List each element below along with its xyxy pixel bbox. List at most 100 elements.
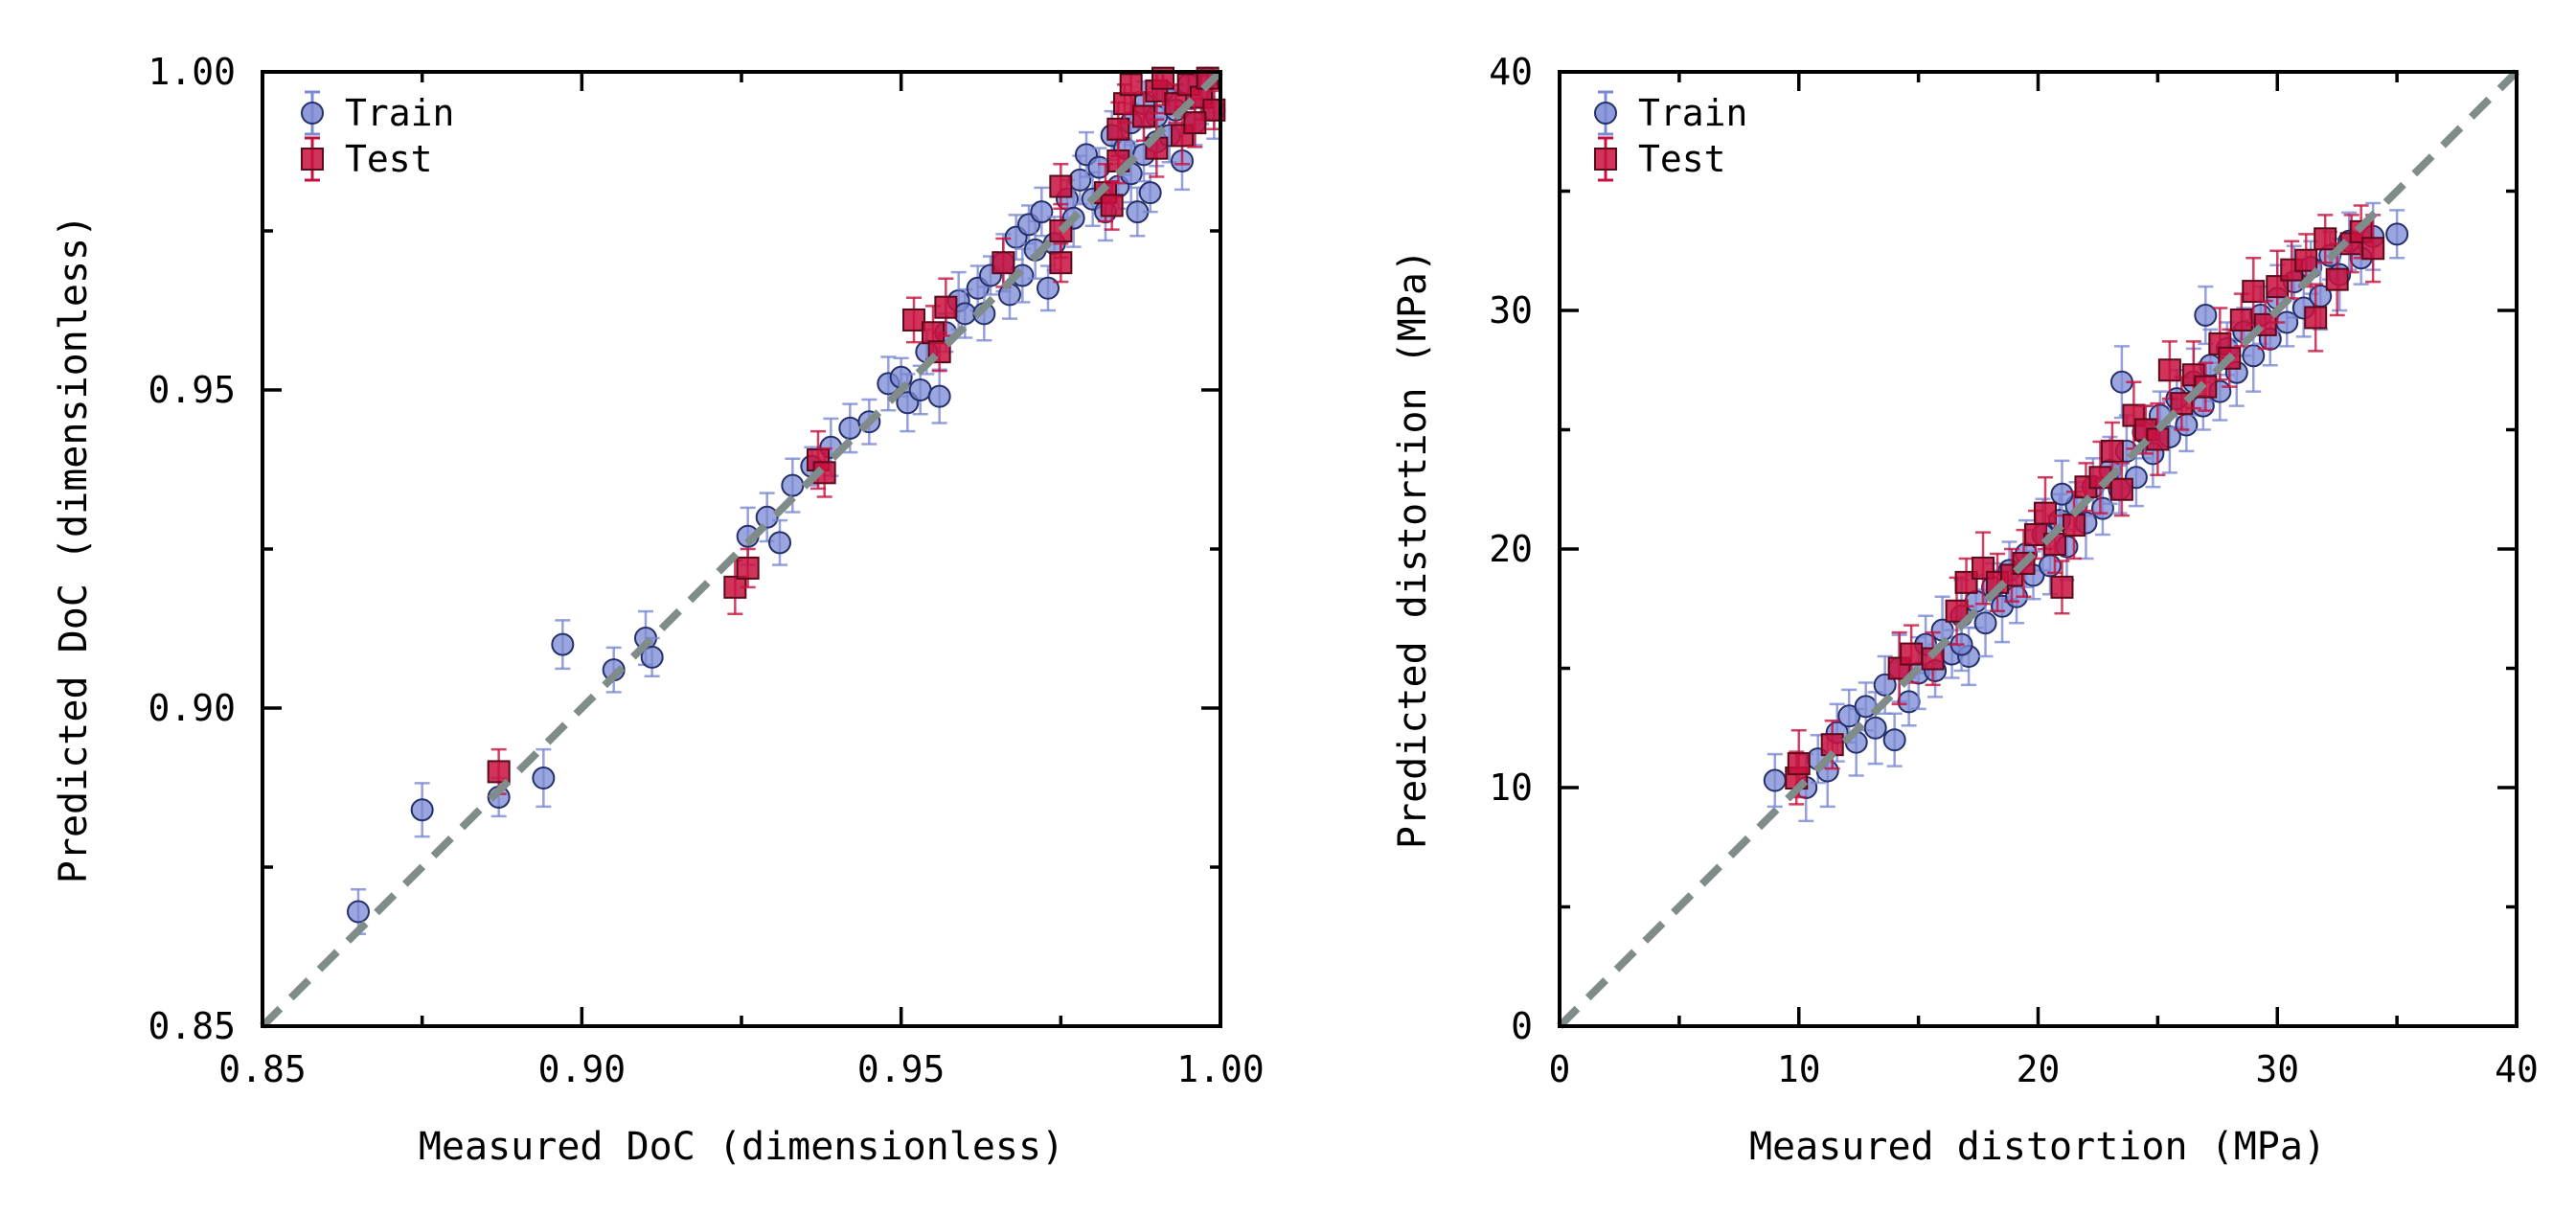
- train-marker: [1973, 611, 1997, 635]
- test-marker: [902, 308, 925, 332]
- test-marker: [1787, 752, 1811, 776]
- x-tick-label: 0.90: [538, 1048, 627, 1090]
- legend: Train Test: [301, 90, 454, 182]
- y-tick-label: 0: [1511, 1005, 1533, 1047]
- train-point: [768, 518, 791, 566]
- test-point: [2304, 283, 2328, 353]
- train-point: [1882, 712, 1906, 767]
- train-marker: [953, 302, 977, 326]
- test-point: [2361, 214, 2385, 284]
- test-marker: [1100, 194, 1124, 217]
- test-marker: [2109, 477, 2133, 501]
- train-marker: [2175, 413, 2199, 437]
- y-tick-label: 20: [1489, 528, 1533, 570]
- y-axis-label: Predicted distortion (MPa): [1391, 249, 1435, 849]
- test-marker: [2242, 280, 2266, 304]
- legend-train-label: Train: [345, 92, 454, 134]
- test-marker: [2062, 514, 2086, 538]
- test-point: [2280, 240, 2304, 300]
- train-marker: [838, 416, 862, 440]
- test-marker: [2294, 248, 2318, 272]
- axis-ticks: 00 10 10 20 20 30 30 40 40: [1489, 51, 2539, 1090]
- test-point: [2109, 462, 2133, 517]
- test-marker: [2050, 575, 2074, 599]
- test-marker: [1132, 104, 1155, 128]
- train-marker: [755, 505, 779, 529]
- train-point: [2385, 209, 2409, 260]
- legend-train-label: Train: [1638, 92, 1747, 134]
- test-marker: [2361, 237, 2385, 261]
- train-point: [2194, 285, 2218, 346]
- train-point: [1138, 172, 1162, 214]
- test-marker: [2229, 308, 2253, 332]
- test-marker: [2325, 267, 2349, 291]
- train-marker: [347, 900, 370, 924]
- train-point: [1863, 691, 1887, 766]
- train-marker: [2385, 222, 2409, 246]
- legend-train-marker: [301, 102, 324, 125]
- x-tick-label: 10: [1777, 1048, 1821, 1090]
- test-marker: [2304, 306, 2328, 330]
- test-point: [2050, 560, 2074, 615]
- test-marker: [2146, 427, 2170, 451]
- train-marker: [2242, 344, 2266, 368]
- y-tick-label: 0.90: [148, 687, 236, 729]
- train-marker: [2194, 303, 2218, 327]
- train-point: [551, 619, 575, 671]
- test-marker: [992, 251, 1015, 275]
- train-marker: [532, 767, 556, 790]
- x-tick-label: 20: [2017, 1048, 2061, 1090]
- train-point: [1973, 588, 1997, 658]
- y-axis-label: Predicted DoC (dimensionless): [52, 215, 96, 883]
- y-tick-label: 40: [1489, 51, 1533, 93]
- axis-ticks: 0.850.85 0.90 0.90 0.95 0.95 1.00 1.00: [148, 51, 1264, 1090]
- test-point: [992, 237, 1015, 288]
- train-marker: [2050, 482, 2074, 506]
- train-marker: [908, 378, 932, 401]
- test-marker: [487, 760, 511, 784]
- x-tick-label: 40: [2495, 1048, 2539, 1090]
- x-tick-label: 1.00: [1176, 1048, 1265, 1090]
- train-point: [927, 368, 951, 424]
- distortion-scatter-panel: 00 10 10 20 20 30 30 40 40 Train Test Measured d…: [1391, 51, 2539, 1169]
- test-point: [934, 277, 958, 337]
- train-marker: [1030, 200, 1054, 224]
- test-point: [1820, 720, 1844, 770]
- train-marker: [1863, 716, 1887, 740]
- y-tick-label: 1.00: [148, 51, 236, 93]
- x-tick-label: 30: [2255, 1048, 2299, 1090]
- train-marker: [1138, 181, 1162, 205]
- test-point: [2146, 401, 2170, 477]
- identity-line: [1557, 69, 2519, 1029]
- train-point: [1126, 186, 1150, 238]
- y-tick-label: 0.95: [148, 369, 236, 411]
- test-point: [1100, 179, 1124, 231]
- test-point: [2325, 242, 2349, 317]
- test-marker: [934, 295, 958, 319]
- test-point: [2242, 256, 2266, 327]
- test-marker: [1119, 73, 1143, 97]
- legend-test-marker: [1594, 148, 1617, 171]
- train-point: [640, 636, 664, 678]
- y-tick-label: 30: [1489, 289, 1533, 332]
- test-marker: [2100, 439, 2124, 463]
- train-point: [1030, 186, 1054, 238]
- train-marker: [927, 384, 951, 408]
- legend-test-label: Test: [1638, 138, 1726, 180]
- train-marker: [768, 531, 791, 555]
- test-point: [902, 296, 925, 344]
- legend-test-label: Test: [345, 138, 433, 180]
- y-tick-label: 10: [1489, 767, 1533, 809]
- train-marker: [1763, 768, 1787, 792]
- test-point: [1132, 90, 1155, 142]
- train-marker: [551, 632, 575, 656]
- test-marker: [1900, 642, 1924, 666]
- y-tick-label: 0.85: [148, 1005, 236, 1047]
- test-point: [1049, 163, 1073, 211]
- train-point: [532, 747, 556, 809]
- train-marker: [1854, 695, 1878, 719]
- identity-line: [260, 69, 1223, 1029]
- legend-test-marker: [301, 148, 324, 171]
- test-point: [736, 547, 760, 589]
